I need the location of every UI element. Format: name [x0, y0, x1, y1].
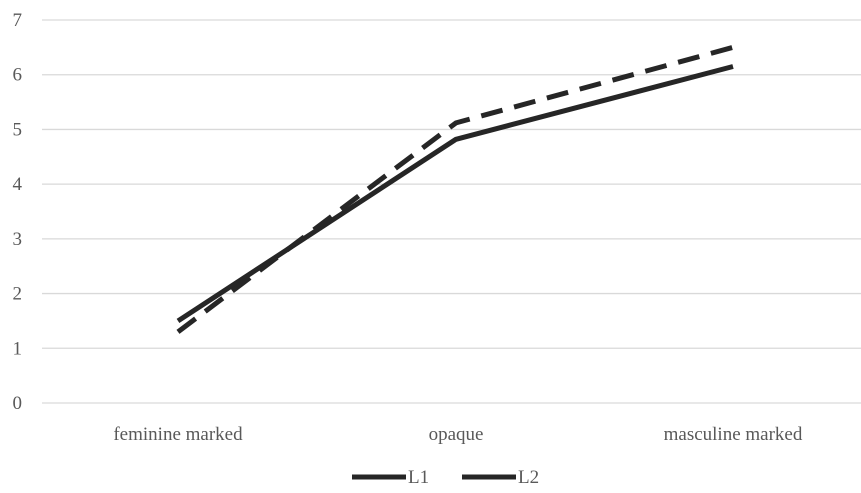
x-axis-ticks: feminine marked opaque masculine marked: [113, 424, 803, 445]
x-tick-label: feminine marked: [113, 424, 243, 445]
x-tick-label: masculine marked: [664, 424, 803, 445]
y-tick-label: 2: [13, 284, 23, 305]
y-axis-ticks: 0 1 2 3 4 5 6 7: [13, 10, 23, 414]
series-line-l2: [176, 44, 734, 334]
series-lines: [176, 44, 734, 334]
y-tick-label: 4: [13, 174, 23, 195]
y-tick-label: 5: [13, 119, 23, 140]
legend-label-l1: L1: [408, 467, 429, 488]
x-tick-label: opaque: [429, 424, 484, 445]
y-tick-label: 0: [13, 393, 23, 414]
legend-label-l2: L2: [518, 467, 539, 488]
y-tick-label: 3: [13, 229, 23, 250]
y-tick-label: 7: [13, 10, 23, 31]
series-line-l1: [176, 64, 734, 324]
gridlines: [42, 19, 861, 404]
y-tick-label: 6: [13, 65, 23, 86]
legend: L1 L2: [352, 467, 539, 488]
y-tick-label: 1: [13, 338, 23, 359]
